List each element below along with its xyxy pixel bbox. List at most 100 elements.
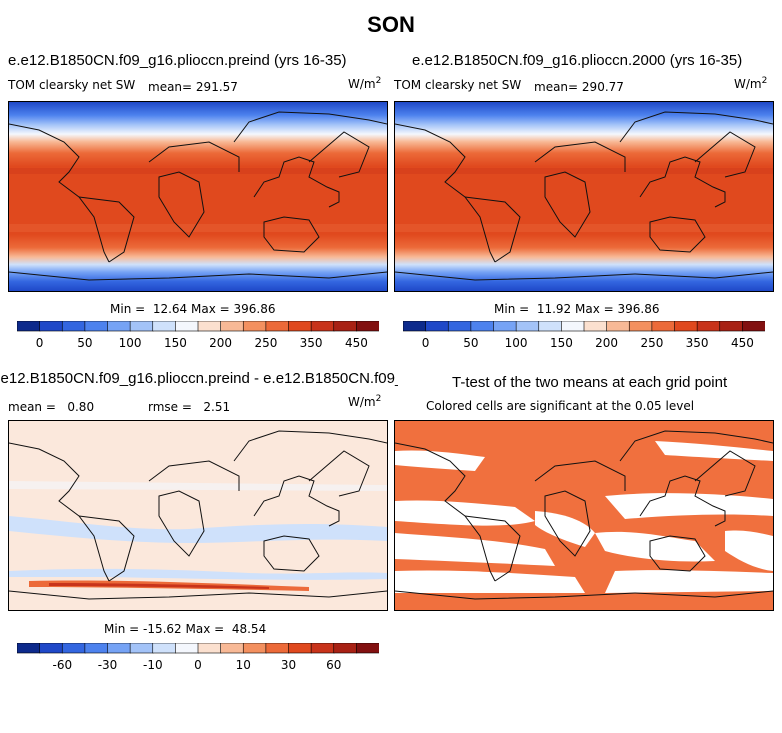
panel2-max-value: 396.86 xyxy=(617,302,660,316)
panel2-map-svg xyxy=(395,102,773,291)
panel2-colorbar-swatch xyxy=(493,321,517,332)
panel3-mean: mean = 0.80 xyxy=(8,400,94,414)
panel2-colorbar-swatch xyxy=(719,321,744,332)
panel3-colorbar-swatch xyxy=(39,643,64,654)
panel2-colorbar-swatch xyxy=(447,321,472,332)
panel3-colorbar-swatch xyxy=(17,643,41,654)
panel2-units-base: W/m xyxy=(734,77,762,91)
panel1-min: Min = 12.64 Max = 396.86 xyxy=(110,302,276,316)
panel1-colorbar-swatch xyxy=(152,321,177,332)
panel1-colorbar-tick-label: 50 xyxy=(77,336,92,350)
panel2-colorbar-swatch xyxy=(742,321,765,332)
panel3-colorbar-tick-label: 10 xyxy=(236,658,251,672)
panel4-subtitle: Colored cells are significant at the 0.0… xyxy=(426,399,695,413)
panel2-units-exp: 2 xyxy=(761,76,768,86)
panel3-colorbar-swatch xyxy=(107,643,131,654)
panel1-colorbar-swatch xyxy=(175,321,199,332)
panel1-colorbar-tick-label: 200 xyxy=(209,336,232,350)
panel1-colorbar-tick-label: 450 xyxy=(345,336,368,350)
panel2-min: Min = 11.92 Max = 396.86 xyxy=(494,302,660,316)
panel3-mean-label: mean = xyxy=(8,400,56,414)
panel3-colorbar-tick-label: 0 xyxy=(194,658,202,672)
panel2-colorbar-tick-label: 450 xyxy=(731,336,754,350)
panel4-map-svg xyxy=(395,421,773,610)
panel2-colorbar-tick-label: 0 xyxy=(422,336,430,350)
panel1-colorbar: 0 50 100 150 200 250 350 450 xyxy=(17,321,379,350)
panel3-rmse: rmse = 2.51 xyxy=(148,400,230,414)
panel2-colorbar-swatch xyxy=(538,321,563,332)
panel2-colorbar-swatch xyxy=(674,321,698,332)
panel2-map xyxy=(394,101,774,292)
panel3-colorbar-tick-label: -60 xyxy=(52,658,72,672)
panel1-variable-label: TOM clearsky net SW xyxy=(8,78,136,92)
panel3-colorbar-swatch xyxy=(84,643,109,654)
panel2-colorbar-swatch xyxy=(696,321,721,332)
panel2-units: W/m2 xyxy=(734,76,767,91)
panel3-colorbar-swatch xyxy=(175,643,199,654)
panel1-colorbar-swatch xyxy=(288,321,312,332)
panel3-map-svg xyxy=(9,421,387,610)
panel2-colorbar-swatch xyxy=(470,321,495,332)
panel2-min-value: 11.92 xyxy=(536,302,572,316)
panel1-colorbar-swatch xyxy=(61,321,86,332)
panel1-colorbar-swatch xyxy=(242,321,267,332)
panel1-units: W/m2 xyxy=(348,76,381,91)
panel3-units: W/m2 xyxy=(348,394,381,409)
panel2-variable-label: TOM clearsky net SW xyxy=(394,78,522,92)
panel3-colorbar-swatch xyxy=(129,643,154,654)
panel3-rmse-value: 2.51 xyxy=(203,400,231,414)
panel1-units-exp: 2 xyxy=(375,76,382,86)
panel3-colorbar-swatch xyxy=(220,643,245,654)
panel2-colorbar-tick-label: 250 xyxy=(640,336,663,350)
panel2-colorbar-tick-label: 350 xyxy=(686,336,709,350)
panel1-colorbar-swatch xyxy=(107,321,131,332)
panel2-colorbar-swatch xyxy=(515,321,540,332)
panel2-colorbar-swatch xyxy=(403,321,427,332)
panel3-mean-value: 0.80 xyxy=(67,400,95,414)
panel1-map-svg xyxy=(9,102,387,291)
panel1-min-label: Min = xyxy=(110,302,146,316)
panel1-colorbar-swatch xyxy=(310,321,335,332)
panel3-min-label: Min = xyxy=(104,622,140,636)
panel3-colorbar-swatch xyxy=(356,643,379,654)
panel1-colorbar-swatch xyxy=(84,321,109,332)
panel2-colorbar-swatch xyxy=(561,321,585,332)
panel1-min-value: 12.64 xyxy=(152,302,188,316)
panel2-colorbar-tick-label: 150 xyxy=(550,336,573,350)
panel1-colorbar-swatch xyxy=(265,321,290,332)
panel1-units-base: W/m xyxy=(348,77,376,91)
panel3-map xyxy=(8,420,388,611)
panel3-colorbar-swatch xyxy=(242,643,267,654)
panel3-units-exp: 2 xyxy=(375,394,382,404)
panel4-map xyxy=(394,420,774,611)
panel3-min-value: -15.62 xyxy=(143,622,182,636)
panel3-title: e.e12.B1850CN.f09_g16.plioccn.preind - e… xyxy=(0,370,398,387)
panel1-mean-value: 291.57 xyxy=(195,80,238,94)
panel2-colorbar: 0 50 100 150 200 250 350 450 xyxy=(403,321,765,350)
panel2-title: e.e12.B1850CN.f09_g16.plioccn.2000 (yrs … xyxy=(412,52,743,69)
panel2-colorbar-swatch xyxy=(606,321,631,332)
panel1-colorbar-swatch xyxy=(17,321,41,332)
panel2-mean-value: 290.77 xyxy=(581,80,624,94)
panel3-colorbar-swatch xyxy=(61,643,86,654)
panel3-colorbar-tick-label: -30 xyxy=(98,658,118,672)
panel2-max-label: Max = xyxy=(575,302,614,316)
panel2-colorbar-swatch xyxy=(425,321,450,332)
panel1-colorbar-swatch xyxy=(333,321,358,332)
panel1-max-value: 396.86 xyxy=(233,302,276,316)
panel1-map xyxy=(8,101,388,292)
panel3-colorbar-swatch xyxy=(197,643,222,654)
panel2-colorbar-swatch xyxy=(583,321,608,332)
panel2-mean: mean= 290.77 xyxy=(534,80,624,94)
panel1-colorbar-tick-label: 100 xyxy=(119,336,142,350)
panel3-rmse-label: rmse = xyxy=(148,400,192,414)
panel1-mean-label: mean= xyxy=(148,80,193,94)
panel1-colorbar-tick-label: 150 xyxy=(164,336,187,350)
panel1-colorbar-swatch xyxy=(356,321,379,332)
panel1-colorbar-tick-label: 250 xyxy=(254,336,277,350)
panel3-colorbar-tick-label: 60 xyxy=(326,658,341,672)
panel2-colorbar-swatch xyxy=(651,321,676,332)
panel1-title: e.e12.B1850CN.f09_g16.plioccn.preind (yr… xyxy=(8,52,347,69)
panel3-max-value: 48.54 xyxy=(231,622,267,636)
panel2-colorbar-tick-label: 200 xyxy=(595,336,618,350)
